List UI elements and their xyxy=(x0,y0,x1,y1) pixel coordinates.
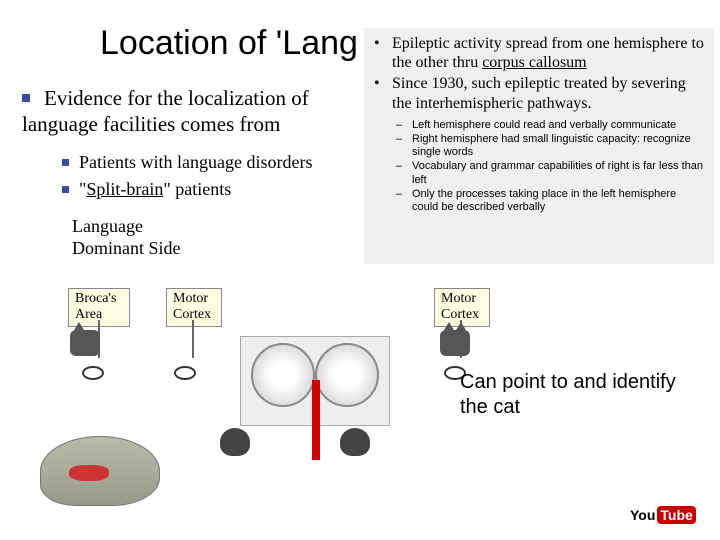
main-bullet: Evidence for the localization of languag… xyxy=(22,86,362,137)
square-bullet-icon xyxy=(62,186,69,193)
cat-icon xyxy=(70,330,100,356)
sub-bullet-list: Patients with language disorders "Split-… xyxy=(62,150,312,204)
sub-bullet-1-text: Patients with language disorders xyxy=(79,150,312,175)
overlay-panel: Epileptic activity spread from one hemis… xyxy=(364,28,714,264)
bullet-dot-icon xyxy=(374,34,392,72)
sub-bullet-2-text: "Split-brain" patients xyxy=(79,177,231,202)
square-bullet-icon xyxy=(22,94,30,102)
sub-bullet-2: "Split-brain" patients xyxy=(62,177,312,202)
youtube-text-tube: Tube xyxy=(657,506,695,524)
overlay-sub-2: Right hemisphere had small linguistic ca… xyxy=(412,133,704,159)
sub-bullet-1: Patients with language disorders xyxy=(62,150,312,175)
overlay-bullet-1-text: Epileptic activity spread from one hemis… xyxy=(392,34,704,72)
red-divider-bar xyxy=(312,380,320,460)
side-brain-placeholder xyxy=(40,436,160,506)
cat-head-placeholder xyxy=(220,428,250,456)
overlay-bullet-2-text: Since 1930, such epileptic treated by se… xyxy=(392,74,704,112)
bullet-dot-icon xyxy=(374,74,392,112)
overlay-bullet-1: Epileptic activity spread from one hemis… xyxy=(374,34,704,72)
eye-icon xyxy=(82,366,104,380)
youtube-logo[interactable]: YouTube xyxy=(630,504,694,526)
connector-line xyxy=(192,320,194,358)
cat-head-placeholder xyxy=(340,428,370,456)
overlay-sub-1: Left hemisphere could read and verbally … xyxy=(412,119,676,132)
eye-icon xyxy=(174,366,196,380)
main-bullet-text: Evidence for the localization of languag… xyxy=(22,86,309,136)
slide-title: Location of 'Lang xyxy=(100,24,358,63)
language-dominant-side-label: Language Dominant Side xyxy=(72,216,181,259)
overlay-bullet-2: Since 1930, such epileptic treated by se… xyxy=(374,74,704,112)
identify-text: Can point to and identify the cat xyxy=(460,370,680,420)
overlay-sublist: –Left hemisphere could read and verbally… xyxy=(374,119,704,214)
overlay-sub-3: Vocabulary and grammar capabilities of r… xyxy=(412,160,704,186)
overlay-bullet-list: Epileptic activity spread from one hemis… xyxy=(374,34,704,113)
cat-icon xyxy=(440,330,470,356)
square-bullet-icon xyxy=(62,159,69,166)
motor-cortex-label-left: Motor Cortex xyxy=(166,288,222,327)
youtube-text-you: You xyxy=(630,507,655,523)
overlay-sub-4: Only the processes taking place in the l… xyxy=(412,188,704,214)
